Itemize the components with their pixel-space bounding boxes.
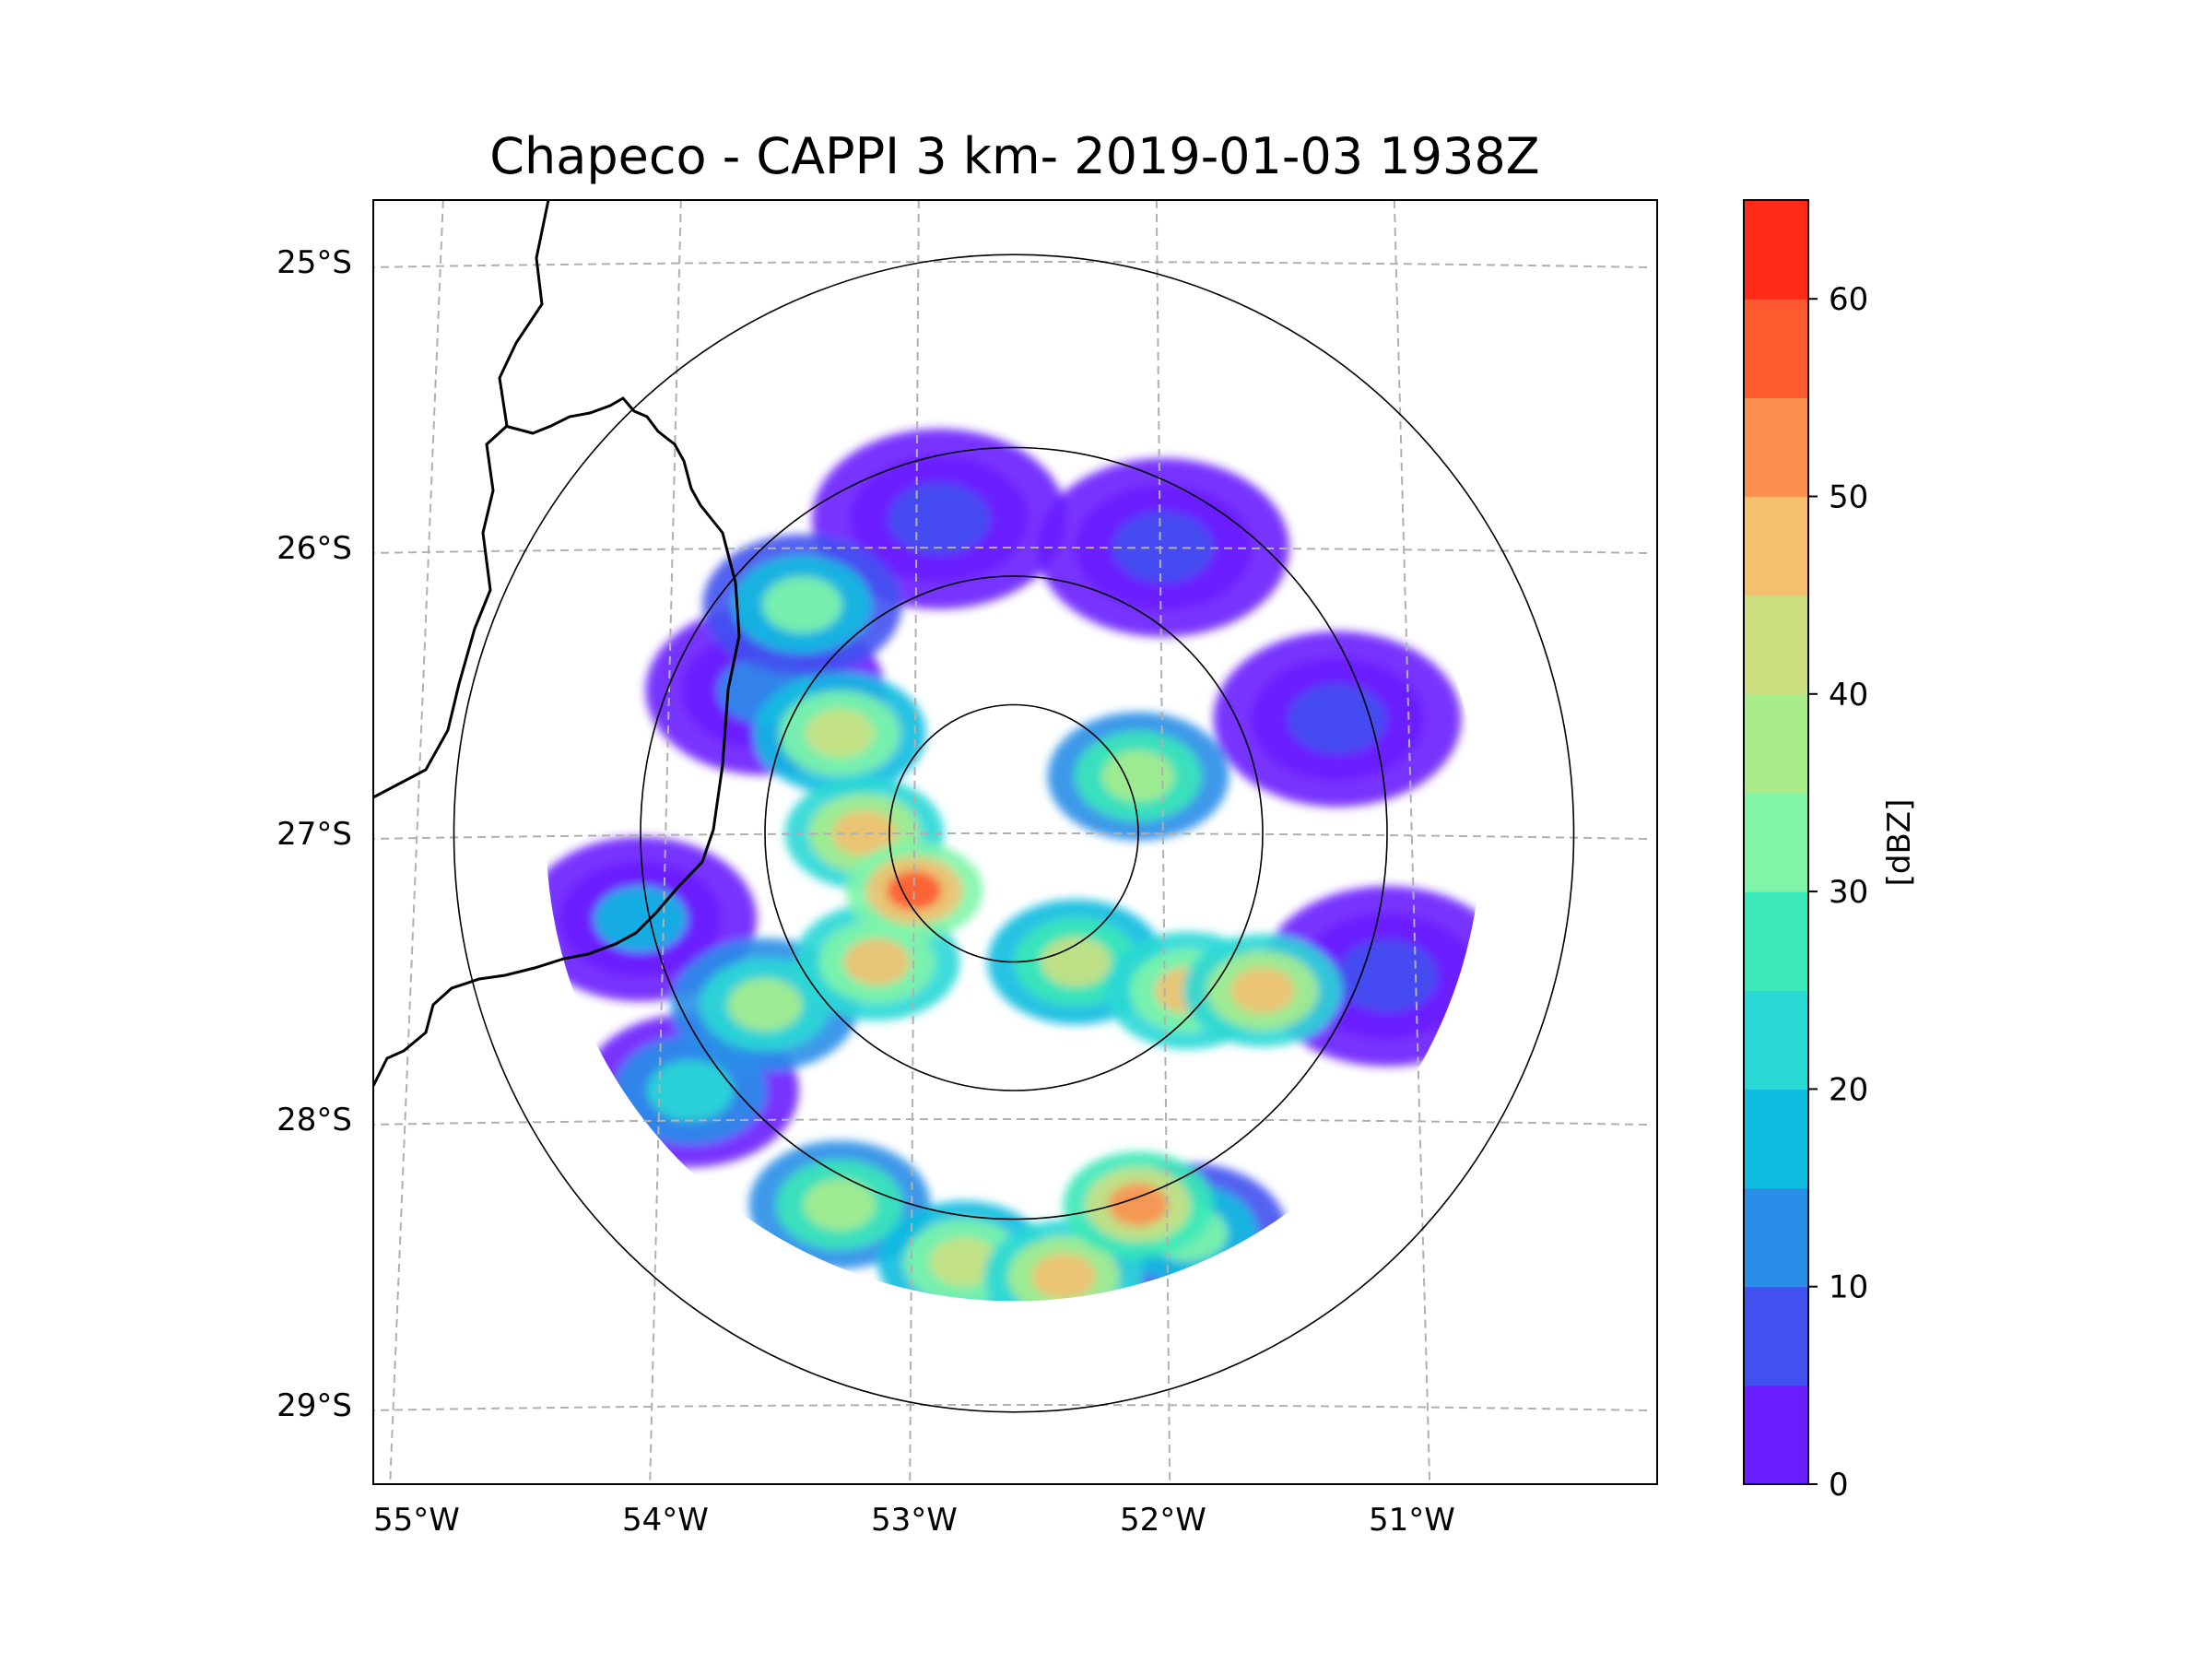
parallel-gridline	[373, 547, 1649, 554]
lat-label: 28°S	[276, 1102, 352, 1138]
lat-label: 29°S	[276, 1387, 352, 1424]
coastline-borders	[373, 200, 741, 1087]
echo-cell	[1108, 1183, 1169, 1227]
lon-label: 54°W	[622, 1502, 709, 1539]
echo-cell	[803, 1179, 877, 1231]
colorbar-tick-label: 20	[1829, 1071, 1868, 1108]
colorbar-bin	[1744, 1187, 1808, 1288]
echo-cell	[887, 870, 942, 911]
colorbar-bin	[1744, 990, 1808, 1090]
colorbar-bin	[1744, 1286, 1808, 1386]
map-frame	[372, 199, 1658, 1485]
parallel-gridline	[373, 1404, 1649, 1411]
graticule	[373, 200, 1649, 1484]
echo-cell	[594, 886, 688, 952]
colorbar-bin	[1744, 496, 1808, 596]
range-ring	[888, 703, 1139, 963]
border-brazil-argentina	[373, 396, 741, 1087]
lat-label: 27°S	[276, 816, 352, 853]
reflectivity-echoes	[546, 429, 1482, 1302]
meridian-gridline	[1155, 200, 1171, 1484]
colorbar: 0 10 20 30 40 50 60 [dBZ]	[1743, 199, 1918, 1504]
colorbar-bin	[1744, 299, 1808, 398]
lon-label: 51°W	[1369, 1502, 1455, 1539]
lat-label: 25°S	[276, 244, 352, 281]
parallel-gridline	[373, 832, 1649, 840]
echo-cell	[1101, 750, 1175, 802]
colorbar-tick-label: 10	[1829, 1269, 1868, 1306]
echo-cell	[929, 1237, 999, 1287]
parallel-gridline	[373, 261, 1649, 268]
colorbar-tick-label: 40	[1829, 677, 1868, 714]
colorbar-frame	[1743, 199, 1809, 1485]
echo-cell	[647, 1059, 734, 1122]
colorbar-bin	[1744, 397, 1808, 498]
colorbar-tick-label: 60	[1829, 281, 1868, 318]
echo-cell	[1335, 939, 1439, 1013]
plot-title: Chapeco - CAPPI 3 km- 2019-01-03 1938Z	[489, 127, 1539, 185]
colorbar-bin	[1744, 1385, 1808, 1485]
meridian-gridline	[389, 200, 444, 1484]
lat-label: 26°S	[276, 530, 352, 567]
colorbar-tick-label: 30	[1829, 874, 1868, 911]
range-ring	[453, 254, 1575, 1413]
meridian-gridline	[649, 200, 682, 1484]
range-ring	[764, 575, 1264, 1091]
echo-cell	[1041, 937, 1112, 987]
echo-cell	[1288, 683, 1387, 755]
parallel-gridline	[373, 1118, 1649, 1126]
echo-cell	[1230, 968, 1295, 1013]
colorbar-bin	[1744, 891, 1808, 991]
longitude-labels: 55°W 54°W 53°W 52°W 51°W	[373, 1502, 1455, 1539]
echo-cell	[888, 482, 991, 556]
colorbar-tick-label: 50	[1829, 479, 1868, 516]
range-rings	[453, 254, 1575, 1413]
echo-cell	[805, 709, 875, 758]
echo-cell	[727, 978, 803, 1032]
range-ring	[640, 446, 1388, 1221]
colorbar-bin	[1744, 693, 1808, 794]
lon-label: 55°W	[373, 1502, 460, 1539]
colorbar-bin	[1744, 792, 1808, 892]
map-axes: 25°S 26°S 27°S 28°S 29°S 55°W 54°W 53°W 52°W 51°…	[276, 199, 1658, 1539]
colorbar-tick-label: 0	[1829, 1467, 1849, 1504]
colorbar-bin	[1744, 1089, 1808, 1189]
echo-cell	[1031, 1254, 1096, 1299]
latitude-labels: 25°S 26°S 27°S 28°S 29°S	[276, 244, 352, 1424]
border-argentina-paraguay	[373, 200, 550, 799]
meridian-gridline	[909, 200, 920, 1484]
echo-cell	[762, 576, 842, 633]
colorbar-bin	[1744, 595, 1808, 695]
lon-label: 52°W	[1120, 1502, 1206, 1539]
colorbar-label: [dBZ]	[1881, 799, 1918, 887]
echo-cell	[832, 810, 897, 856]
colorbar-bin	[1744, 200, 1808, 300]
lon-label: 53°W	[871, 1502, 958, 1539]
echo-cell	[843, 938, 911, 985]
